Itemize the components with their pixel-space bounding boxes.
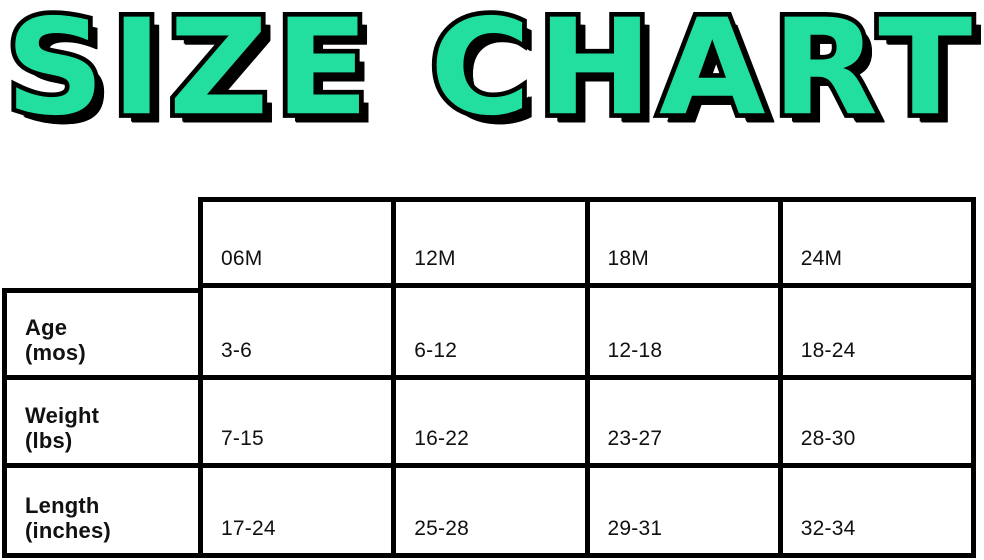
cell-age-12m: 6-12	[391, 288, 585, 380]
cell-length-24m: 32-34	[777, 468, 976, 558]
row-label-weight-text: Weight (lbs)	[25, 403, 100, 453]
cell-weight-06m: 7-15	[198, 380, 392, 468]
table-corner-cell	[2, 197, 198, 288]
row-label-length: Length (inches)	[2, 468, 198, 558]
size-chart-table: 06M 12M 18M 24M Age (mos) 3-6 6-12 12-18…	[2, 197, 976, 558]
row-label-weight: Weight (lbs)	[2, 380, 198, 468]
page-title: SIZE CHART	[1, 0, 979, 145]
column-header-12m: 12M	[391, 197, 585, 288]
cell-age-06m: 3-6	[198, 288, 392, 380]
row-label-length-text: Length (inches)	[25, 493, 111, 543]
cell-weight-24m: 28-30	[777, 380, 976, 468]
cell-age-24m: 18-24	[777, 288, 976, 380]
table-row: Length (inches) 17-24 25-28 29-31 32-34	[2, 468, 976, 558]
cell-length-06m: 17-24	[198, 468, 392, 558]
cell-weight-12m: 16-22	[391, 380, 585, 468]
table-header-row: 06M 12M 18M 24M	[2, 197, 976, 288]
table-row: Weight (lbs) 7-15 16-22 23-27 28-30	[2, 380, 976, 468]
title-banner: SIZE CHART	[0, 0, 984, 160]
cell-length-12m: 25-28	[391, 468, 585, 558]
column-header-24m: 24M	[777, 197, 976, 288]
column-header-18m: 18M	[584, 197, 778, 288]
column-header-06m: 06M	[198, 197, 392, 288]
table-row: Age (mos) 3-6 6-12 12-18 18-24	[2, 288, 976, 380]
cell-length-18m: 29-31	[584, 468, 778, 558]
row-label-age-text: Age (mos)	[25, 315, 86, 365]
row-label-age: Age (mos)	[2, 288, 198, 380]
cell-weight-18m: 23-27	[584, 380, 778, 468]
cell-age-18m: 12-18	[584, 288, 778, 380]
